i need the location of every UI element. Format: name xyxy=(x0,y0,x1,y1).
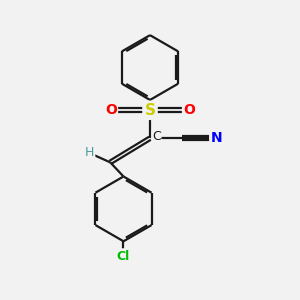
Text: N: N xyxy=(210,131,222,145)
Text: C: C xyxy=(152,130,161,143)
Text: S: S xyxy=(145,103,155,118)
Text: H: H xyxy=(85,146,94,159)
Text: Cl: Cl xyxy=(117,250,130,262)
Text: O: O xyxy=(105,103,117,117)
Text: O: O xyxy=(183,103,195,117)
